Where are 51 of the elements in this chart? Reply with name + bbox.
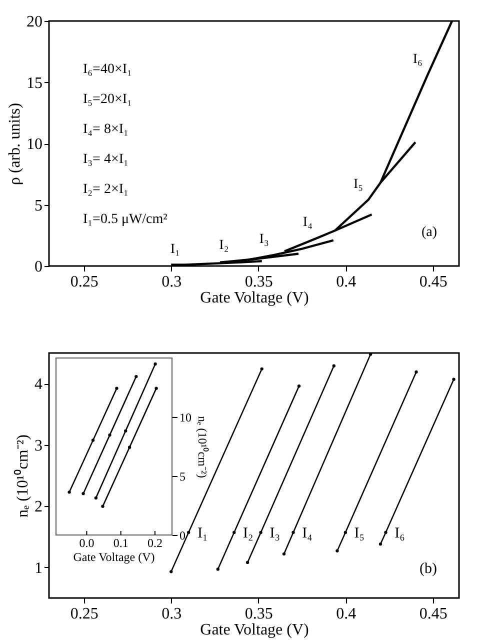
annotation: I₃= 4×I₁	[83, 152, 128, 167]
x-tick-label: 0.45	[419, 274, 448, 290]
y-tick-label: 10	[26, 136, 42, 153]
x-tick-label: 0.3	[162, 274, 182, 290]
y-tick-label: 5	[180, 470, 186, 484]
annotation: I₅=20×I₁	[83, 92, 132, 107]
y-axis-title: nₑ (10¹⁰cm⁻²)	[196, 416, 210, 478]
x-tick-label: 0.35	[244, 274, 273, 290]
x-axis-title: Gate Voltage (V)	[200, 290, 309, 306]
annotation: I₄= 8×I₁	[83, 122, 128, 137]
series-label: I₂	[219, 238, 229, 254]
y-tick-label: 20	[26, 14, 42, 30]
series-label: I₁	[170, 242, 180, 257]
annotation: (a)	[421, 225, 438, 240]
x-tick-label: 0.25	[70, 274, 98, 290]
x-tick-label: 0.0	[79, 536, 94, 550]
series-label: I₆	[412, 52, 422, 67]
y-tick-label: 3	[34, 437, 42, 454]
x-tick-label: 0.45	[419, 606, 448, 622]
x-tick-label: 0.25	[70, 606, 98, 622]
y-tick-label: 10	[180, 410, 192, 424]
series-label: I₄	[302, 525, 312, 542]
series-label: I₂	[242, 525, 254, 542]
x-tick-label: 0.2	[147, 536, 162, 550]
x-tick-label: 0.35	[244, 606, 273, 622]
series-label: I₅	[354, 176, 364, 192]
annotation: (b)	[420, 561, 437, 577]
y-tick-label: 2	[34, 498, 42, 516]
series-label: I₃	[270, 525, 280, 542]
series-label: I₅	[354, 525, 365, 542]
x-tick-label: 0.4	[336, 606, 356, 622]
series-label: I₃	[259, 232, 269, 247]
y-axis-title: nₑ (10¹⁰cm⁻²)	[14, 434, 32, 518]
y-tick-label: 15	[26, 74, 42, 92]
x-tick-label: 0.4	[336, 274, 356, 290]
annotation: I₆=40×I₁	[83, 62, 132, 77]
x-tick-label: 0.3	[162, 606, 182, 622]
series-label: I₄	[302, 214, 313, 230]
x-tick-label: 0.1	[113, 536, 128, 550]
series-label: I₆	[394, 525, 405, 542]
annotation: I₁=0.5 μW/cm²	[83, 212, 168, 227]
legend-label: I₁	[197, 525, 208, 542]
y-tick-label: 4	[34, 376, 42, 394]
y-tick-label: 0	[180, 528, 186, 542]
y-tick-label: 5	[34, 197, 42, 214]
x-axis-title: Gate Voltage (V)	[200, 622, 309, 638]
x-axis-title: Gate Voltage (V)	[73, 550, 155, 564]
annotation: I₂= 2×I₁	[83, 182, 128, 197]
y-tick-label: 0	[34, 258, 42, 276]
y-axis-title: ρ (arb. units)	[6, 102, 24, 186]
y-tick-label: 1	[34, 560, 42, 577]
